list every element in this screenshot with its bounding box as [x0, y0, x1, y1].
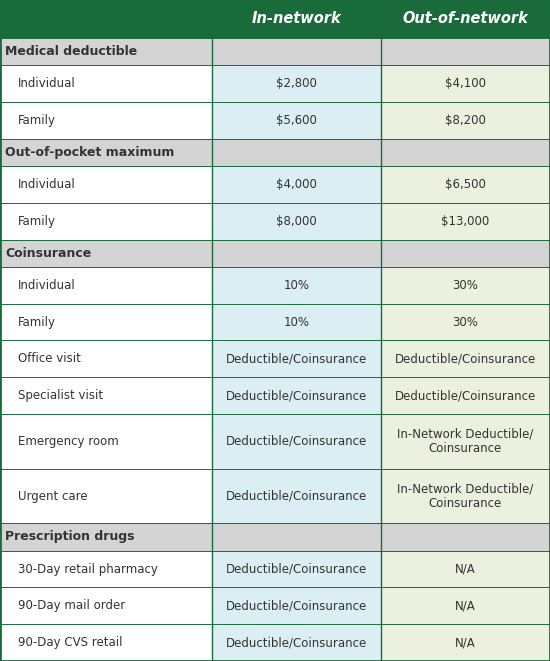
Bar: [212, 469, 381, 524]
Bar: [381, 377, 550, 414]
Text: $13,000: $13,000: [441, 215, 490, 227]
Text: $5,600: $5,600: [276, 114, 317, 127]
Text: In-Network Deductible/
Coinsurance: In-Network Deductible/ Coinsurance: [397, 482, 534, 510]
Bar: [0, 267, 212, 303]
Bar: [0, 38, 550, 65]
Bar: [381, 203, 550, 239]
Bar: [0, 624, 212, 661]
Text: Deductible/Coinsurance: Deductible/Coinsurance: [226, 389, 367, 402]
Text: Family: Family: [18, 114, 56, 127]
Text: 30%: 30%: [452, 315, 478, 329]
Text: Individual: Individual: [18, 77, 76, 90]
Bar: [212, 303, 381, 340]
Bar: [381, 102, 550, 139]
Bar: [381, 551, 550, 588]
Bar: [212, 624, 381, 661]
Bar: [212, 267, 381, 303]
Bar: [0, 340, 212, 377]
Bar: [381, 340, 550, 377]
Text: $4,100: $4,100: [445, 77, 486, 90]
Text: 10%: 10%: [283, 279, 309, 292]
Bar: [0, 524, 550, 551]
Bar: [0, 102, 212, 139]
Text: 30%: 30%: [452, 279, 478, 292]
Bar: [0, 139, 550, 166]
Bar: [212, 166, 381, 203]
Text: Deductible/Coinsurance: Deductible/Coinsurance: [226, 563, 367, 576]
Bar: [212, 340, 381, 377]
Text: Deductible/Coinsurance: Deductible/Coinsurance: [226, 636, 367, 649]
Bar: [0, 166, 212, 203]
Bar: [0, 551, 212, 588]
Bar: [0, 0, 550, 38]
Text: Deductible/Coinsurance: Deductible/Coinsurance: [226, 352, 367, 366]
Text: Individual: Individual: [18, 178, 76, 191]
Bar: [381, 303, 550, 340]
Bar: [0, 414, 212, 469]
Bar: [212, 551, 381, 588]
Text: Deductible/Coinsurance: Deductible/Coinsurance: [226, 490, 367, 502]
Text: Deductible/Coinsurance: Deductible/Coinsurance: [226, 600, 367, 612]
Text: 90-Day mail order: 90-Day mail order: [18, 600, 125, 612]
Text: In-network: In-network: [251, 11, 341, 26]
Text: Coinsurance: Coinsurance: [5, 247, 91, 260]
Text: Family: Family: [18, 315, 56, 329]
Text: Prescription drugs: Prescription drugs: [5, 531, 135, 543]
Bar: [381, 267, 550, 303]
Bar: [0, 377, 212, 414]
Text: 10%: 10%: [283, 315, 309, 329]
Text: N/A: N/A: [455, 636, 476, 649]
Text: Out-of-network: Out-of-network: [403, 11, 528, 26]
Bar: [212, 203, 381, 239]
Bar: [0, 239, 550, 267]
Bar: [381, 414, 550, 469]
Text: Urgent care: Urgent care: [18, 490, 87, 502]
Bar: [381, 469, 550, 524]
Text: Specialist visit: Specialist visit: [18, 389, 103, 402]
Text: N/A: N/A: [455, 600, 476, 612]
Text: Office visit: Office visit: [18, 352, 81, 366]
Text: $8,200: $8,200: [445, 114, 486, 127]
Text: 30-Day retail pharmacy: 30-Day retail pharmacy: [18, 563, 158, 576]
Text: $4,000: $4,000: [276, 178, 317, 191]
Text: Family: Family: [18, 215, 56, 227]
Text: $6,500: $6,500: [445, 178, 486, 191]
Bar: [381, 65, 550, 102]
Text: $8,000: $8,000: [276, 215, 317, 227]
Bar: [212, 377, 381, 414]
Bar: [0, 65, 212, 102]
Bar: [381, 624, 550, 661]
Text: 90-Day CVS retail: 90-Day CVS retail: [18, 636, 123, 649]
Text: N/A: N/A: [455, 563, 476, 576]
Text: Individual: Individual: [18, 279, 76, 292]
Bar: [212, 414, 381, 469]
Bar: [0, 203, 212, 239]
Text: Out-of-pocket maximum: Out-of-pocket maximum: [5, 146, 174, 159]
Bar: [212, 588, 381, 624]
Bar: [381, 588, 550, 624]
Text: Deductible/Coinsurance: Deductible/Coinsurance: [395, 352, 536, 366]
Text: Emergency room: Emergency room: [18, 435, 119, 448]
Bar: [212, 102, 381, 139]
Text: Deductible/Coinsurance: Deductible/Coinsurance: [226, 435, 367, 448]
Bar: [212, 65, 381, 102]
Bar: [0, 469, 212, 524]
Bar: [0, 303, 212, 340]
Bar: [0, 588, 212, 624]
Text: $2,800: $2,800: [276, 77, 317, 90]
Bar: [381, 166, 550, 203]
Text: Deductible/Coinsurance: Deductible/Coinsurance: [395, 389, 536, 402]
Text: In-Network Deductible/
Coinsurance: In-Network Deductible/ Coinsurance: [397, 428, 534, 455]
Text: Medical deductible: Medical deductible: [5, 45, 137, 58]
